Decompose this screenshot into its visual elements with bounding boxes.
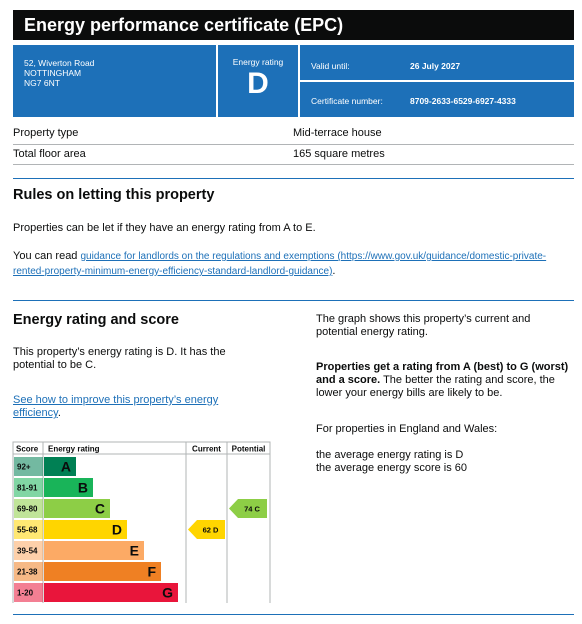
rating-letter: C — [95, 501, 105, 517]
rating-bar — [44, 478, 93, 497]
section-divider — [13, 178, 574, 179]
rating-label: Energy rating — [232, 57, 284, 67]
current-arrow — [188, 520, 225, 539]
text: The better the rating and score, the low… — [316, 374, 555, 399]
property-value: Mid-terrace house — [293, 127, 382, 139]
property-label: Property type — [13, 127, 79, 139]
score-cell — [14, 583, 43, 602]
rating-letter: F — [147, 564, 156, 580]
score-range: 55-68 — [17, 526, 38, 535]
score-range: 39-54 — [17, 547, 38, 556]
guidance-link[interactable]: guidance for landlords on the regulation… — [13, 251, 547, 277]
section-heading: Energy rating and score — [13, 312, 179, 328]
section-divider — [13, 614, 574, 615]
graph-header: Current — [192, 445, 221, 454]
title-bar: Energy performance certificate (EPC) — [13, 10, 574, 40]
paragraph: Properties get a rating from A (best) to… — [316, 361, 574, 400]
summary-box: 52, Wiverton Road NOTTINGHAM NG7 6NT Ene… — [13, 45, 574, 117]
graph-header: Score — [16, 445, 39, 454]
row-divider — [13, 144, 574, 145]
rating-letter: A — [61, 459, 71, 475]
rating: D — [247, 67, 269, 100]
divider — [300, 80, 574, 82]
page-title: Energy performance certificate (EPC) — [24, 15, 344, 35]
rating-bar — [44, 520, 127, 539]
text: . — [57, 407, 61, 419]
paragraph: Properties can be let if they have an en… — [13, 222, 316, 234]
section-heading: Rules on letting this property — [13, 187, 215, 203]
rating-bar — [44, 541, 144, 560]
certificate-label: Certificate number: — [311, 96, 383, 106]
bold-text: Properties get a rating from A (best) to… — [316, 361, 569, 386]
rating-bar — [44, 457, 76, 476]
potential-score: 74 — [244, 505, 253, 514]
address-line: NOTTINGHAM — [24, 68, 82, 78]
rating-letter: G — [162, 585, 173, 601]
paragraph: This property’s energy rating is D. It h… — [13, 346, 226, 371]
score-cell — [14, 457, 43, 476]
paragraph: The graph shows this property’s current … — [316, 313, 531, 338]
score-range: 92+ — [17, 463, 31, 472]
potential-letter: C — [255, 505, 261, 514]
row-divider — [13, 164, 574, 165]
rating-letter: B — [78, 480, 88, 496]
score-range: 81-91 — [17, 484, 38, 493]
score-range: 21-38 — [17, 568, 38, 577]
energy-rating-graph: Score Energy rating Current Potential 92+ A 81… — [12, 441, 271, 603]
rating-bar — [44, 499, 110, 518]
rating-letter: D — [112, 522, 122, 538]
score-cell — [14, 499, 43, 518]
address: 52, Wiverton Road NOTTINGHAM NG7 6NT — [24, 58, 94, 88]
score-range: 69-80 — [17, 505, 38, 514]
property-label: Total floor area — [13, 148, 86, 160]
address-line: NG7 6NT — [24, 78, 60, 88]
text: . — [332, 265, 336, 277]
paragraph: the average energy rating is D — [316, 449, 464, 461]
rating-bar — [44, 583, 178, 602]
paragraph: You can read guidance for landlords on t… — [13, 249, 553, 279]
score-cell — [14, 478, 43, 497]
address-line: 52, Wiverton Road — [24, 58, 95, 68]
rating-letter: E — [130, 543, 139, 559]
current-score: 62 — [203, 526, 211, 535]
graph-header: Energy rating — [48, 445, 100, 454]
current-label: 62 D — [203, 526, 219, 535]
graph-header: Potential — [232, 445, 266, 454]
score-range: 1-20 — [17, 589, 34, 598]
improve-link[interactable]: See how to improve this property’s energ… — [13, 394, 219, 419]
valid-label: Valid until: — [311, 61, 350, 71]
graph-frame — [12, 441, 271, 603]
score-cell — [14, 520, 43, 539]
potential-arrow — [229, 499, 267, 518]
valid-until: 26 July 2027 — [410, 61, 461, 71]
rating-bar — [44, 562, 161, 581]
property-value: 165 square metres — [293, 148, 385, 160]
certificate-number: 8709-2633-6529-6927-4333 — [410, 96, 516, 106]
current-letter: D — [213, 526, 219, 535]
score-cell — [14, 562, 43, 581]
divider — [298, 45, 300, 117]
paragraph: the average energy score is 60 — [316, 462, 468, 474]
paragraph: See how to improve this property’s energ… — [13, 394, 243, 420]
divider — [216, 45, 218, 117]
paragraph: For properties in England and Wales: — [316, 423, 498, 435]
potential-label: 74 C — [244, 505, 260, 514]
text: You can read — [13, 250, 78, 262]
section-divider — [13, 300, 574, 301]
score-cell — [14, 541, 43, 560]
